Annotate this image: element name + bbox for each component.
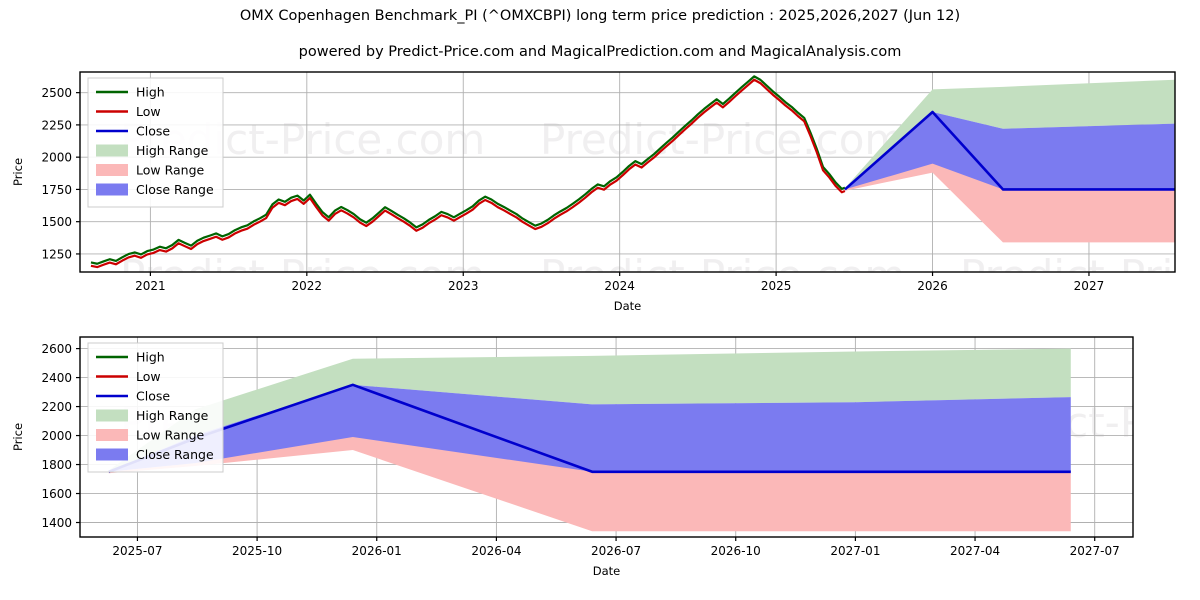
legend-item-label: High — [136, 85, 165, 100]
x-tick-label: 2022 — [292, 279, 323, 293]
legend-item-label: Close Range — [136, 182, 214, 197]
legend-item-high[interactable]: High — [96, 350, 165, 365]
legend-item-close[interactable]: Close — [96, 389, 170, 404]
low-range-band — [108, 428, 1071, 532]
legend-item-high[interactable]: High — [96, 85, 165, 100]
y-tick-label: 2400 — [41, 371, 72, 385]
y-tick-label: 1600 — [41, 487, 72, 501]
x-tick-label: 2025-07 — [112, 544, 162, 558]
y-tick-label: 1750 — [41, 183, 72, 197]
legend-patch-swatch — [96, 183, 128, 196]
legend-item-low-range[interactable]: Low Range — [96, 428, 205, 443]
page-subtitle: powered by Predict-Price.com and Magical… — [298, 44, 902, 60]
watermark-text: Predict-Price.com — [540, 251, 905, 300]
legend-item-high-range[interactable]: High Range — [96, 408, 209, 423]
y-tick-label: 1800 — [41, 458, 72, 472]
legend-item-label: Close Range — [136, 447, 214, 462]
x-axis-title: Date — [614, 299, 642, 313]
close-range-band — [108, 384, 1071, 472]
legend-patch-swatch — [96, 409, 128, 422]
legend-item-close[interactable]: Close — [96, 124, 170, 139]
x-axis-title: Date — [593, 564, 621, 578]
x-tick-label: 2026-04 — [471, 544, 521, 558]
y-tick-label: 2600 — [41, 342, 72, 356]
legend-item-label: Low Range — [136, 163, 205, 178]
legend-item-high-range[interactable]: High Range — [96, 143, 209, 158]
y-tick-label: 2000 — [41, 151, 72, 165]
legend-patch-swatch — [96, 164, 128, 176]
legend-item-close-range[interactable]: Close Range — [96, 182, 214, 197]
x-tick-label: 2021 — [135, 279, 166, 293]
x-tick-label: 2027 — [1074, 279, 1105, 293]
data-group-upper — [90, 75, 1175, 269]
legend-item-close-range[interactable]: Close Range — [96, 447, 214, 462]
y-tick-label: 2200 — [41, 400, 72, 414]
legend-item-label: Close — [136, 124, 170, 139]
legend-item-label: High — [136, 350, 165, 365]
watermark-text: Predict-Price.com — [540, 115, 905, 164]
x-tick-label: 2026-10 — [711, 544, 761, 558]
plot-panel-upper: Predict-Price.com Predict-Price.com Predic… — [11, 71, 1200, 313]
close-line — [844, 110, 1175, 191]
high-line — [90, 75, 846, 265]
high-range-band — [108, 348, 1071, 472]
legend-item-label: Close — [136, 389, 170, 404]
y-tick-label: 2000 — [41, 429, 72, 443]
legend-item-label: High Range — [136, 408, 209, 423]
low-range-band — [844, 150, 1175, 243]
y-tick-label: 1400 — [41, 516, 72, 530]
legend-item-low-range[interactable]: Low Range — [96, 163, 205, 178]
legend-item-low[interactable]: Low — [96, 369, 161, 384]
y-tick-label: 2250 — [41, 118, 72, 132]
legend-item-label: Low Range — [136, 428, 205, 443]
axis-frame — [79, 336, 1134, 538]
x-tick-label: 2027-07 — [1070, 544, 1120, 558]
legend-item-label: High Range — [136, 143, 209, 158]
low-line — [90, 78, 846, 269]
y-tick-label: 1250 — [41, 247, 72, 261]
y-tick-label: 1500 — [41, 215, 72, 229]
legend-item-low[interactable]: Low — [96, 104, 161, 119]
y-axis-title: Price — [11, 423, 25, 451]
legend-upper: High Low Close High Range Low Range Close Ran… — [87, 77, 224, 208]
close-range-band — [844, 112, 1175, 190]
x-tick-label: 2027-04 — [950, 544, 1000, 558]
y-axis-title: Price — [11, 158, 25, 186]
x-tick-label: 2023 — [448, 279, 479, 293]
legend-item-label: Low — [136, 369, 161, 384]
x-tick-label: 2026-07 — [591, 544, 641, 558]
legend-patch-swatch — [96, 429, 128, 441]
legend-item-label: Low — [136, 104, 161, 119]
legend-patch-swatch — [96, 448, 128, 461]
plot-panel-lower: Predict-Price.comPredict-Price.comPredic… — [11, 336, 1134, 578]
page-title: OMX Copenhagen Benchmark_PI (^OMXCBPI) l… — [239, 8, 961, 24]
x-tick-label: 2025-10 — [232, 544, 282, 558]
legend-patch-swatch — [96, 144, 128, 157]
x-tick-label: 2026 — [917, 279, 948, 293]
legend-lower: High Low Close High Range Low Range Close Ran… — [87, 342, 224, 473]
axis-frame — [79, 71, 1176, 273]
x-tick-label: 2025 — [761, 279, 792, 293]
watermark-text: Predict-Price.com — [960, 251, 1200, 300]
x-tick-label: 2027-01 — [830, 544, 880, 558]
x-tick-label: 2026-01 — [352, 544, 402, 558]
y-tick-label: 2500 — [41, 86, 72, 100]
high-range-band — [844, 79, 1175, 190]
watermark-text: Predict-Price.com — [120, 251, 485, 300]
x-tick-label: 2024 — [604, 279, 635, 293]
